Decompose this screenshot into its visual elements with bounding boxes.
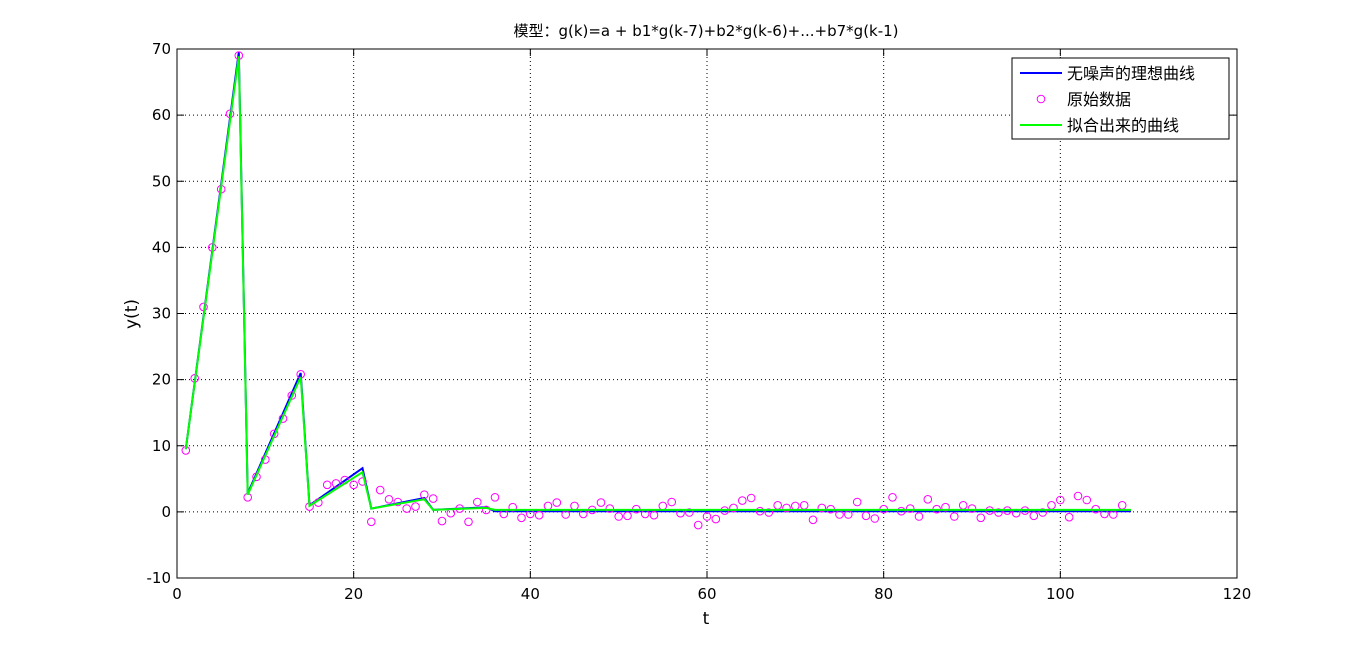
series-line-3 xyxy=(184,56,1131,511)
data-point xyxy=(596,498,606,507)
data-point xyxy=(322,480,332,490)
data-point xyxy=(976,513,986,523)
data-point xyxy=(1073,491,1083,501)
data-point xyxy=(994,508,1003,517)
data-point xyxy=(375,485,385,495)
data-point xyxy=(464,517,473,527)
data-point xyxy=(649,510,659,520)
data-point xyxy=(508,502,518,512)
y-tick-label: 20 xyxy=(152,371,171,389)
data-point xyxy=(729,503,738,513)
x-tick-label: 0 xyxy=(172,585,182,603)
data-point xyxy=(367,517,376,527)
data-point xyxy=(711,514,721,524)
x-tick-label: 20 xyxy=(344,585,363,603)
y-tick-label: 60 xyxy=(152,106,171,124)
data-point xyxy=(746,493,756,503)
data-point xyxy=(349,480,359,490)
chart-title: 模型：g(k)=a + b1*g(k-7)+b2*g(k-6)+...+b7*g… xyxy=(513,22,898,40)
x-tick-label: 60 xyxy=(697,585,716,603)
data-point xyxy=(1038,508,1047,517)
y-tick-label: 50 xyxy=(152,172,171,190)
data-point xyxy=(817,503,827,513)
data-point xyxy=(808,515,818,525)
data-point xyxy=(614,512,624,521)
data-point xyxy=(517,513,526,523)
data-point xyxy=(861,511,871,521)
data-point xyxy=(905,504,915,513)
data-point xyxy=(702,512,712,521)
data-point xyxy=(870,514,880,523)
data-point xyxy=(967,504,977,513)
y-tick-label: 40 xyxy=(152,238,171,256)
data-point xyxy=(1064,512,1074,522)
y-tick-label: 0 xyxy=(161,503,171,521)
legend-label: 拟合出来的曲线 xyxy=(1067,116,1179,135)
data-point xyxy=(490,493,500,502)
data-point xyxy=(950,512,959,521)
y-tick-label: 30 xyxy=(152,305,171,323)
data-point xyxy=(914,512,924,521)
data-point xyxy=(473,497,482,507)
data-point xyxy=(897,506,906,516)
data-point xyxy=(411,502,420,511)
data-point xyxy=(693,520,703,530)
data-point xyxy=(738,496,747,505)
data-point xyxy=(428,494,438,503)
y-tick-label: 70 xyxy=(152,40,171,58)
data-point xyxy=(331,479,341,488)
data-point xyxy=(437,516,447,526)
data-point xyxy=(393,497,403,507)
x-axis-label: t xyxy=(703,609,710,629)
data-point xyxy=(552,498,562,507)
data-point xyxy=(764,508,774,517)
data-point xyxy=(384,495,394,504)
data-point xyxy=(623,511,632,521)
data-point xyxy=(941,502,950,512)
x-tick-label: 80 xyxy=(874,585,893,603)
data-point xyxy=(481,505,491,515)
data-point xyxy=(1029,511,1039,521)
legend-label: 原始数据 xyxy=(1067,90,1131,109)
data-point xyxy=(923,495,933,504)
y-tick-label: 10 xyxy=(152,437,171,455)
data-point xyxy=(888,493,897,502)
x-tick-label: 40 xyxy=(521,585,540,603)
x-tick-label: 100 xyxy=(1046,585,1075,603)
data-point xyxy=(852,497,862,507)
data-point xyxy=(605,504,615,513)
data-point xyxy=(534,510,544,520)
data-point xyxy=(667,497,677,507)
data-point xyxy=(1056,495,1065,505)
data-point xyxy=(755,506,765,516)
data-point xyxy=(782,503,791,513)
y-tick-label: -10 xyxy=(147,569,172,587)
data-point xyxy=(287,391,297,400)
data-point xyxy=(685,508,694,517)
y-axis-label: y(t) xyxy=(122,299,142,329)
legend-label: 无噪声的理想曲线 xyxy=(1067,64,1195,83)
data-point xyxy=(358,477,367,486)
x-tick-label: 120 xyxy=(1223,585,1252,603)
data-point xyxy=(402,504,412,513)
legend-marker-swatch xyxy=(1036,94,1046,104)
data-point xyxy=(1082,495,1092,505)
